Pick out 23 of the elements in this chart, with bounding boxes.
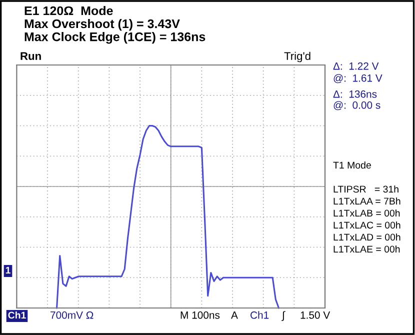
text: L1TxLAC = 00h <box>334 221 400 229</box>
text: @: 1.61 V <box>334 74 382 84</box>
text: L1TxLAA = 7Bh <box>334 197 400 205</box>
text: ∫ <box>282 311 286 321</box>
text: Run <box>20 52 41 60</box>
chart-title: E1 120Ω Mode <box>24 6 113 16</box>
text: 1.50 V <box>300 311 330 319</box>
text: L1TxLAB = 00h <box>334 209 400 217</box>
text: T1 Mode <box>333 161 371 169</box>
text: 700mV Ω <box>50 311 94 319</box>
text: L1TxLAD = 00h <box>334 233 400 241</box>
text: L1TxLAE = 00h <box>334 245 400 253</box>
text: Δ: 1.22 V <box>333 62 379 70</box>
text: Trig'd <box>284 52 310 62</box>
chart-subtitle: Max Overshoot (1) = 3.43V Max Clock Edge (1CE) = 136ns <box>24 19 206 44</box>
text: M 100ns <box>180 311 220 319</box>
text: Δ: 136ns <box>333 90 377 98</box>
text: 1 <box>6 266 10 274</box>
text: LTIPSR = 31h <box>334 185 398 193</box>
text: A <box>231 312 238 319</box>
text: Ch1 <box>250 311 269 319</box>
text: Ch1 <box>8 311 26 319</box>
text: @: 0.00 s <box>334 101 380 110</box>
